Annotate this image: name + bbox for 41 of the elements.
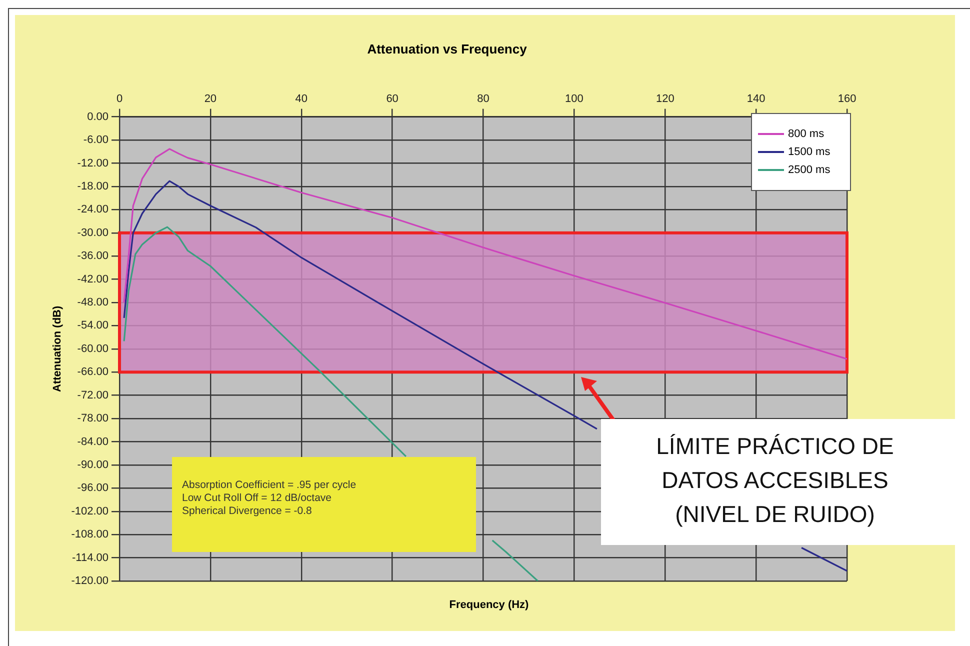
y-tick-label: -84.00 [77,436,109,448]
y-tick-label: -36.00 [77,250,109,262]
y-tick-label: -114.00 [72,552,109,564]
annotation: Low Cut Roll Off = 12 dB/octave [182,492,333,505]
y-tick-label: -66.00 [77,366,109,378]
x-tick-label: 40 [295,93,308,106]
x-tick-label: 0 [116,93,123,106]
annotation: Spherical Divergence = -0.8 [182,505,313,518]
y-tick-label: 0.00 [87,110,109,123]
y-tick-label: -108.00 [71,528,109,541]
label-box: LÍMITE PRÁCTICO DE DATOS ACCESIBLES (NIVEL DE RUIDO) [601,419,955,545]
x-tick-label: 100 [565,93,584,106]
y-tick-label: -54.00 [77,320,109,332]
y-tick-label: -120.00 [71,575,109,588]
x-tick-label: 60 [386,93,398,106]
y-tick-label: -78.00 [77,412,109,425]
x-tick-label: 20 [204,93,217,106]
x-axis-title: Frequency (Hz) [448,599,530,611]
y-tick-label: -30.00 [77,226,109,239]
y-tick-label: -12.00 [77,157,109,170]
y-tick-label: -6.00 [83,134,109,146]
x-tick-label: 140 [746,93,766,106]
y-tick-label: -96.00 [77,482,109,494]
y-tick-label: -60.00 [77,342,109,355]
y-tick-label: -42.00 [77,273,109,286]
legend-label: 2500 ms [788,164,830,176]
x-tick-label: 160 [838,93,856,106]
y-axis-title: Attenuation (dB) [52,305,64,392]
y-tick-label: -72.00 [77,389,109,402]
y-tick-label: -102.00 [71,505,109,518]
chart-title: Attenuation vs Frequency [367,41,528,56]
x-tick-label: 80 [477,93,490,106]
annotation: Absorption Coefficient = .95 per cycle [182,479,358,492]
note-panel: Absorption Coefficient = .95 per cycle Low Cut Roll Off = 12 dB/octave Spherical Divergence = -0.8 [172,457,476,552]
y-tick-label: -90.00 [77,458,109,471]
x-tick-label: 120 [656,93,674,106]
legend-label: 800 ms [788,128,824,140]
y-tick-label: -18.00 [77,180,109,192]
y-tick-label: -48.00 [77,296,109,309]
y-tick-label: -24.00 [77,204,109,216]
legend-label: 1500 ms [788,146,830,158]
